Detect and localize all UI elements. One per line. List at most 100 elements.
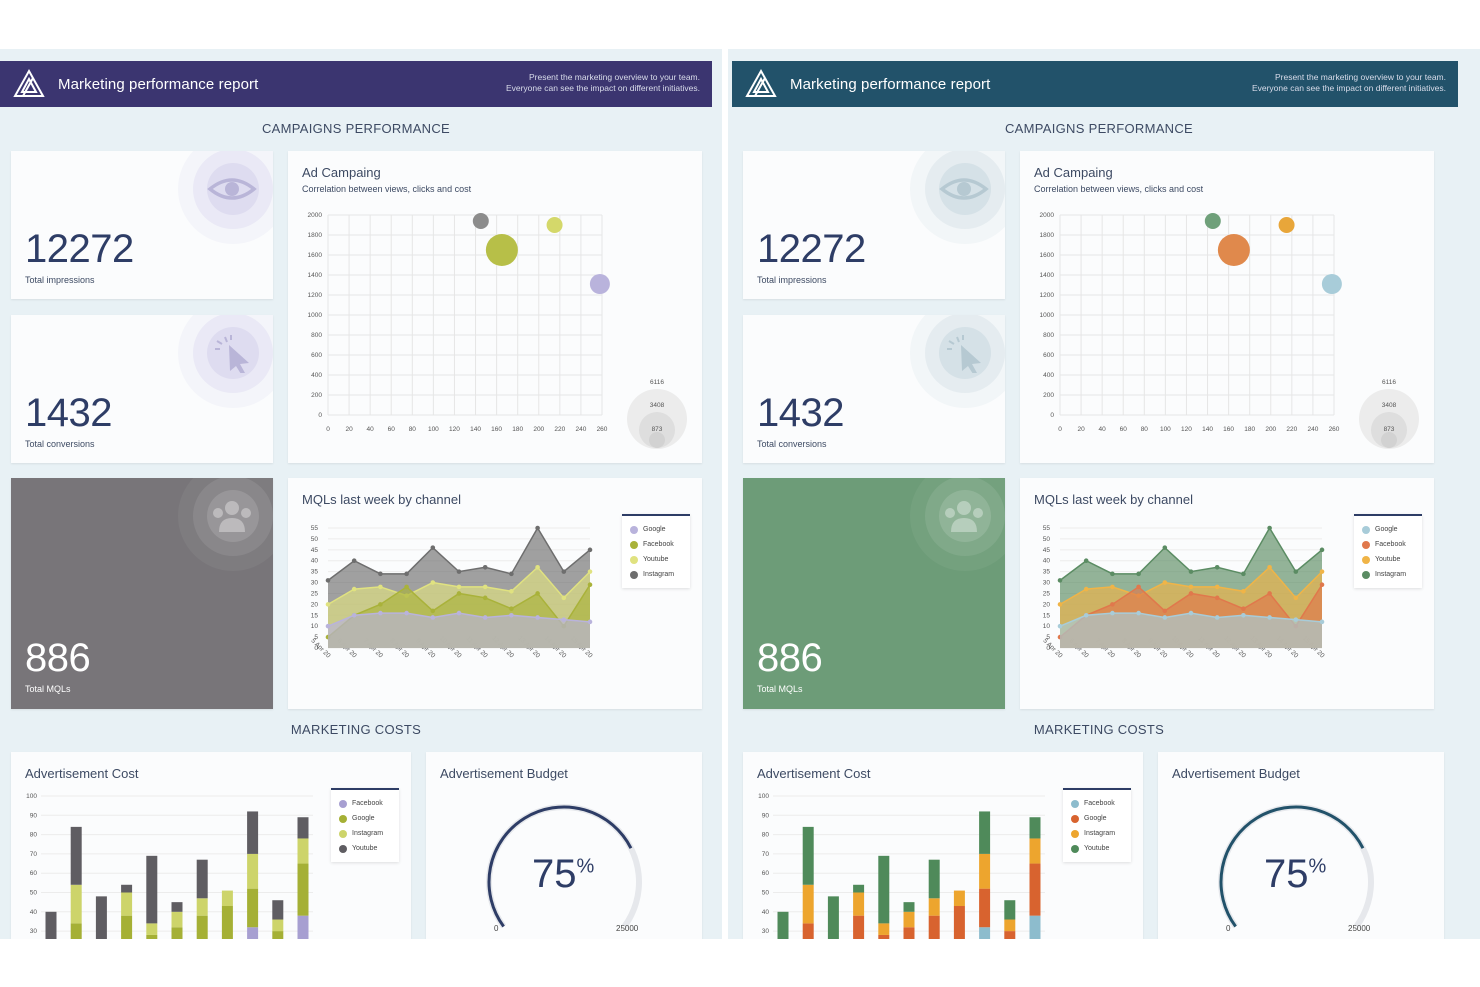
bar-segment-instagram — [928, 898, 940, 916]
y-tick-label: 30 — [311, 580, 319, 587]
y-tick-label: 60 — [30, 870, 38, 877]
gauge-value-number: 75 — [532, 852, 577, 896]
legend-item: Google — [1362, 522, 1414, 537]
bar-segment-google — [70, 923, 82, 939]
people-icon — [945, 501, 983, 532]
legend-label: Google — [1375, 526, 1398, 533]
chart-subtitle: Correlation between views, clicks and co… — [1034, 184, 1204, 194]
y-tick-label: 50 — [30, 890, 38, 897]
bar-segment-instagram — [1004, 919, 1016, 932]
y-tick-label: 1000 — [1040, 312, 1055, 319]
bar-segment-youtube — [146, 855, 158, 924]
y-tick-label: 600 — [1043, 352, 1054, 359]
eye-shape — [207, 178, 257, 200]
y-tick-label: 1600 — [1040, 252, 1055, 259]
bar-segment-youtube — [928, 859, 940, 899]
y-tick-label: 90 — [762, 812, 770, 819]
x-tick-label: 220 — [554, 426, 565, 433]
bar-segment-youtube — [979, 811, 991, 854]
legend-label: Instagram — [1084, 830, 1116, 837]
bar-segment-instagram — [802, 884, 814, 924]
cursor-click-icon — [215, 335, 249, 374]
legend-label: Youtube — [1084, 845, 1110, 852]
person-head — [957, 501, 971, 515]
data-point — [1110, 571, 1115, 577]
y-tick-label: 40 — [30, 909, 38, 916]
bar-segment-facebook — [1029, 915, 1041, 939]
data-point — [535, 564, 540, 570]
bar-legend: Facebook Google Instagram Youtube — [1063, 788, 1131, 862]
legend-swatch — [630, 540, 638, 549]
x-tick-label: 140 — [1202, 426, 1213, 433]
bar-segment-youtube — [95, 896, 107, 939]
dashboard-teal: Marketing performance report Present the … — [728, 49, 1480, 939]
gauge-chart — [486, 804, 642, 929]
decor-circle — [910, 315, 1005, 408]
eye-icon — [207, 178, 257, 200]
bar-segment-youtube — [853, 884, 865, 893]
report-title: Marketing performance report — [58, 75, 259, 93]
size-legend-circle — [649, 432, 665, 448]
decor-circle — [178, 315, 273, 408]
legend-swatch — [339, 799, 347, 808]
bubble-size-legend: 6116 3408 873 — [1359, 379, 1419, 449]
report-header: Marketing performance report Present the … — [0, 61, 712, 107]
bar-segment-youtube — [272, 900, 284, 920]
bar-segment-instagram — [1029, 838, 1041, 864]
bar-segment-instagram — [221, 890, 233, 907]
scatter-chart: 0 20 40 60 80 100 120 140 160 180 200 220 240 260 0 200… — [308, 212, 687, 449]
y-tick-label: 80 — [30, 832, 38, 839]
data-point — [456, 569, 462, 574]
legend-swatch — [339, 829, 347, 838]
y-tick-label: 1800 — [1040, 232, 1055, 239]
legend-item: Youtube — [339, 841, 391, 856]
area-google — [1060, 613, 1322, 648]
kpi-card-1: 1432 Total conversions — [743, 315, 1005, 463]
x-tick-label: 60 — [1120, 426, 1128, 433]
data-point — [1083, 558, 1089, 564]
bar-segment-google — [221, 906, 233, 939]
data-point — [1110, 602, 1115, 607]
x-tick-label: 260 — [1329, 426, 1340, 433]
data-point — [1162, 545, 1168, 550]
report-description: Present the marketing overview to your t… — [1252, 72, 1446, 94]
data-point — [378, 610, 383, 616]
bar-chart: 0102030405060708090100 — [26, 793, 313, 939]
y-tick-label: 50 — [311, 536, 319, 543]
y-tick-label: 55 — [1043, 525, 1051, 532]
bar-segment-instagram — [70, 884, 82, 924]
gauge-chart — [1218, 804, 1374, 929]
decor-circle — [207, 490, 259, 542]
scatter-point — [1278, 217, 1295, 233]
data-point — [509, 588, 514, 594]
eye-pupil — [225, 182, 239, 196]
legend-swatch — [339, 844, 347, 853]
data-point — [404, 584, 409, 590]
data-point — [509, 571, 514, 577]
bar-segment-youtube — [297, 817, 309, 839]
people-icon — [939, 496, 989, 536]
data-point — [1214, 564, 1220, 570]
size-legend-label: 6116 — [650, 379, 664, 386]
section-title-costs: MARKETING COSTS — [290, 722, 422, 737]
gauge-max-label: 25000 — [1348, 924, 1371, 933]
bar-chart: 0102030405060708090100 — [758, 793, 1045, 939]
gauge-unit: % — [1308, 855, 1327, 878]
person-body — [219, 518, 245, 532]
chart-title: Advertisement Cost — [25, 766, 139, 781]
data-point — [351, 612, 357, 618]
data-point — [509, 612, 514, 618]
y-tick-label: 0 — [318, 412, 322, 419]
scatter-point — [485, 234, 518, 266]
eye-icon — [939, 169, 989, 209]
data-point — [430, 615, 436, 620]
bar-segment-youtube — [878, 855, 890, 924]
data-point — [1188, 591, 1194, 596]
section-title-campaigns: CAMPAIGNS PERFORMANCE — [1004, 121, 1194, 136]
y-tick-label: 70 — [30, 851, 38, 858]
scatter-point — [1217, 234, 1250, 266]
y-tick-label: 1200 — [1040, 292, 1055, 299]
data-point — [482, 595, 488, 601]
y-tick-label: 1400 — [308, 272, 323, 279]
legend-item: Facebook — [1362, 537, 1414, 552]
